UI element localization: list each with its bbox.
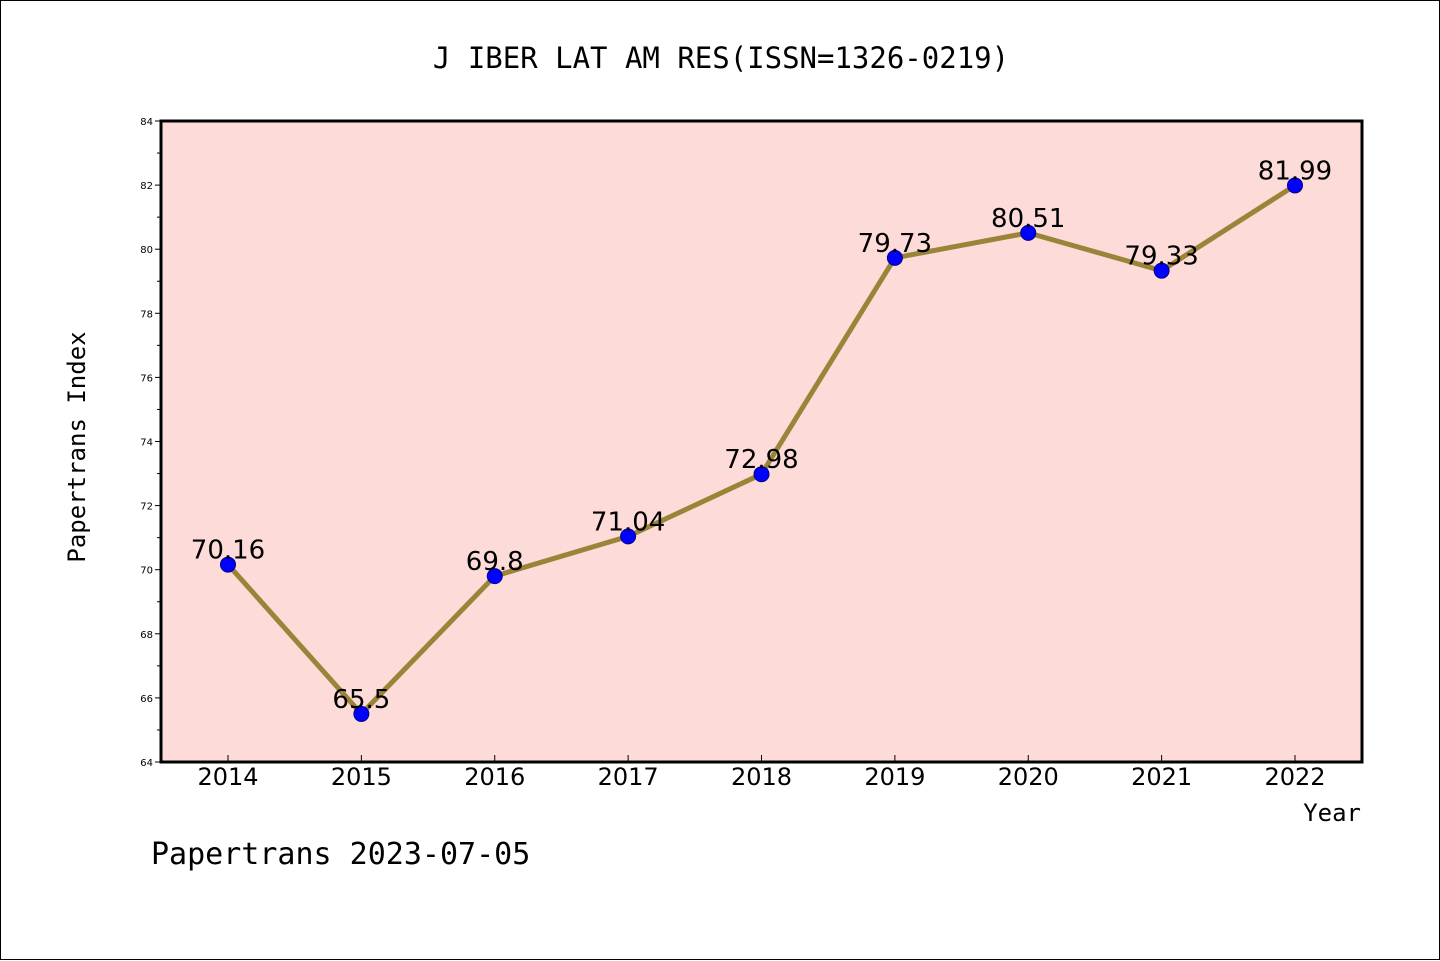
data-point [1153, 262, 1170, 279]
y-tick-label: 70 [140, 566, 153, 577]
y-axis-label: Papertrans Index [63, 331, 91, 562]
x-tick-label: 2014 [197, 763, 258, 791]
y-tick-label: 74 [140, 438, 153, 449]
series-group [220, 177, 1303, 722]
chart-title: J IBER LAT AM RES(ISSN=1326-0219) [433, 41, 1009, 75]
data-label: 65.5 [332, 685, 390, 715]
data-label: 79.73 [858, 229, 932, 259]
y-tick-label: 64 [140, 758, 153, 769]
data-label: 81.99 [1258, 156, 1332, 186]
x-tick-label: 2016 [464, 763, 525, 791]
x-axis-label: Year [1303, 799, 1361, 827]
x-tick-label: 2019 [864, 763, 925, 791]
data-label: 71.04 [591, 507, 665, 537]
x-axis-ticks: 2014 2015 2016 2017 2018 2019 2020 2021 2022 [197, 755, 1326, 791]
x-tick-label: 2021 [1131, 763, 1192, 791]
data-point [1020, 224, 1037, 241]
x-tick-label: 2018 [731, 763, 792, 791]
plot-area [161, 121, 1362, 762]
data-label: 69.8 [466, 547, 524, 577]
data-point [220, 556, 236, 573]
data-point [353, 705, 370, 722]
y-axis-ticks: 64 66 68 70 72 74 76 78 80 82 84 [140, 117, 161, 769]
data-point [620, 528, 637, 545]
data-point [886, 249, 903, 266]
data-label: 80.51 [991, 204, 1065, 234]
x-tick-label: 2020 [998, 763, 1059, 791]
data-label: 79.33 [1124, 242, 1198, 272]
y-tick-label: 72 [140, 502, 153, 513]
y-tick-label: 84 [140, 117, 153, 128]
x-tick-label: 2022 [1264, 763, 1325, 791]
y-tick-label: 80 [140, 245, 153, 256]
data-label: 72.98 [724, 445, 798, 475]
y-tick-label: 68 [140, 630, 153, 641]
y-tick-label: 78 [140, 309, 153, 320]
data-point [486, 568, 503, 585]
plot-border [159, 119, 1364, 764]
data-point [753, 466, 770, 483]
y-tick-label: 82 [140, 181, 153, 192]
data-point [1287, 177, 1303, 194]
data-label-group: 70.16 65.5 69.8 71.04 72.98 79.73 80.51 79.33 81… [191, 156, 1332, 715]
y-tick-label: 76 [140, 373, 153, 384]
y-tick-label: 66 [140, 694, 153, 705]
x-tick-label: 2015 [331, 763, 392, 791]
x-tick-label: 2017 [598, 763, 659, 791]
footer-watermark: Papertrans 2023-07-05 [151, 837, 530, 872]
data-label: 70.16 [191, 536, 265, 566]
